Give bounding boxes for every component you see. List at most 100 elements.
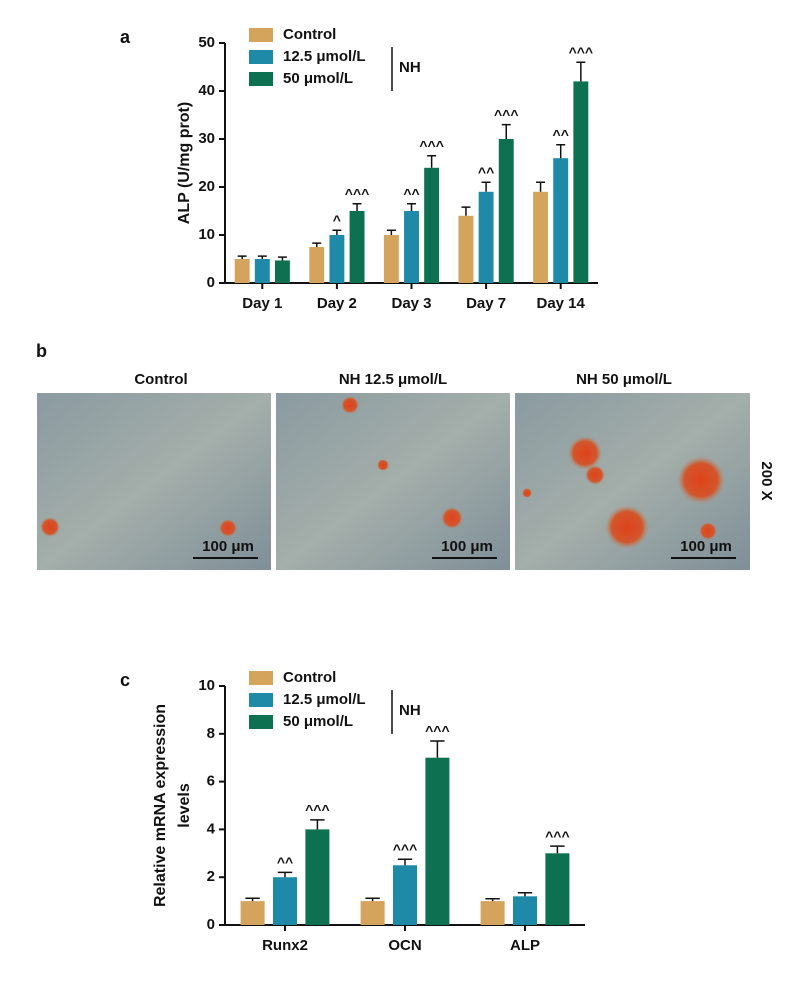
legend-group: NH — [399, 59, 421, 76]
caption: NH 50 μmol/L — [576, 371, 672, 388]
stain — [699, 522, 717, 540]
y-axis-label: ALP (U/mg prot) — [176, 102, 193, 224]
significance: ^^^ — [393, 841, 418, 857]
panel-label: c — [120, 670, 130, 690]
y-tick-label: 40 — [198, 82, 215, 99]
error-bar — [365, 897, 380, 902]
magnification: 200 X — [758, 461, 775, 500]
y-tick-label: 10 — [198, 226, 215, 243]
error-bar — [501, 123, 511, 139]
stain — [568, 436, 602, 470]
error-bar — [386, 229, 396, 235]
error-bar — [556, 144, 566, 159]
legend-swatch — [249, 693, 273, 707]
legend-label: Control — [283, 26, 336, 43]
y-tick-label: 8 — [207, 725, 215, 742]
bar — [404, 211, 419, 283]
y-axis-label: levels — [176, 783, 193, 828]
error-bar — [277, 256, 287, 261]
scale-label: 100 μm — [202, 538, 254, 555]
bar — [424, 167, 440, 283]
bar — [478, 191, 494, 283]
bar — [533, 191, 549, 283]
x-tick-label: ALP — [510, 937, 540, 954]
stain — [341, 396, 359, 414]
y-tick-label: 6 — [207, 773, 215, 790]
x-tick-label: Day 2 — [317, 295, 357, 312]
bar — [274, 260, 290, 283]
bar — [513, 896, 537, 925]
bar — [458, 215, 474, 283]
stain — [40, 517, 60, 537]
significance: ^^^ — [569, 44, 594, 60]
stain — [677, 456, 725, 504]
y-tick-label: 4 — [207, 820, 216, 837]
y-tick-label: 50 — [198, 34, 215, 51]
y-tick-label: 20 — [198, 178, 215, 195]
x-tick-label: Day 14 — [537, 295, 586, 312]
significance: ^^^ — [419, 138, 444, 154]
bar — [309, 247, 325, 283]
bar — [393, 865, 417, 925]
error-bar — [352, 203, 362, 211]
legend-swatch — [249, 72, 273, 86]
error-bar — [427, 155, 437, 168]
bar — [553, 158, 569, 283]
legend-label: 50 μmol/L — [283, 713, 353, 730]
x-tick-label: OCN — [388, 937, 421, 954]
significance: ^^^ — [345, 186, 370, 202]
error-bar — [257, 255, 267, 259]
panel-label: b — [36, 341, 47, 361]
bar — [240, 901, 265, 925]
error-bar — [310, 819, 325, 830]
error-bar — [407, 203, 416, 211]
bar — [305, 829, 330, 925]
legend-label: 50 μmol/L — [283, 70, 353, 87]
legend-swatch — [249, 50, 273, 64]
micrographs — [37, 393, 750, 570]
legend-swatch — [249, 28, 273, 42]
scale-label: 100 μm — [441, 538, 493, 555]
panel-label: a — [120, 27, 131, 47]
error-bar — [485, 897, 500, 902]
error-bar — [245, 897, 260, 902]
significance: ^^^ — [305, 802, 330, 818]
error-bar — [430, 740, 445, 758]
caption: NH 12.5 μmol/L — [339, 371, 447, 388]
bar — [480, 901, 505, 925]
error-bar — [277, 871, 293, 878]
bar — [273, 877, 297, 925]
legend-label: 12.5 μmol/L — [283, 691, 366, 708]
bar — [545, 853, 570, 925]
error-bar — [550, 845, 565, 854]
bar — [498, 139, 514, 283]
y-tick-label: 2 — [207, 868, 215, 885]
legend-swatch — [249, 671, 273, 685]
legend-label: 12.5 μmol/L — [283, 48, 366, 65]
significance: ^^ — [478, 164, 494, 180]
stain — [441, 507, 463, 529]
y-tick-label: 0 — [207, 916, 215, 933]
error-bar — [536, 181, 546, 192]
significance: ^^^ — [425, 723, 450, 739]
bar — [383, 235, 399, 283]
bar — [349, 211, 365, 283]
error-bar — [397, 858, 413, 866]
stain — [605, 505, 649, 549]
bar — [234, 259, 250, 283]
significance: ^^^ — [494, 106, 519, 122]
stain — [377, 459, 389, 471]
bar — [329, 235, 345, 283]
error-bar — [517, 891, 533, 897]
stain — [522, 488, 532, 498]
bar — [360, 901, 385, 925]
x-tick-label: Day 3 — [391, 295, 431, 312]
scale-label: 100 μm — [680, 538, 732, 555]
error-bar — [481, 181, 491, 192]
x-tick-label: Runx2 — [262, 937, 308, 954]
stain — [219, 519, 237, 537]
significance: ^ — [333, 212, 341, 228]
micrograph — [276, 393, 510, 570]
legend-group: NH — [399, 702, 421, 719]
